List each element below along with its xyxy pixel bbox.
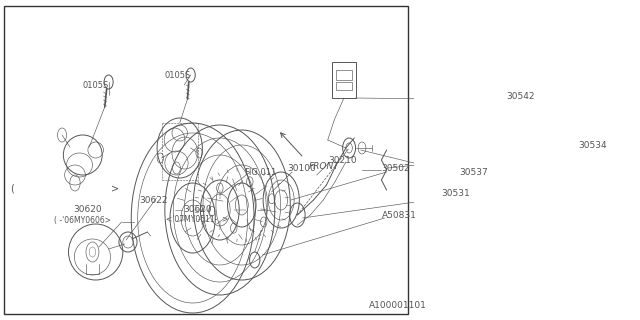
- Text: FRONT: FRONT: [309, 162, 340, 171]
- Text: 30100: 30100: [288, 164, 316, 172]
- Text: 30537: 30537: [459, 167, 488, 177]
- Text: (: (: [10, 183, 14, 193]
- Text: 0105S: 0105S: [164, 70, 191, 79]
- Text: 30622: 30622: [140, 196, 168, 204]
- Text: A50831: A50831: [381, 211, 416, 220]
- Text: 30534: 30534: [579, 140, 607, 149]
- Text: 30210: 30210: [328, 156, 357, 164]
- Text: FIG.011: FIG.011: [244, 167, 276, 177]
- Bar: [336, 70, 352, 80]
- Text: 0105S: 0105S: [83, 81, 109, 90]
- Text: 30531: 30531: [441, 189, 470, 198]
- Bar: [332, 62, 356, 98]
- Text: 30620: 30620: [73, 205, 102, 214]
- Bar: [336, 82, 352, 90]
- Text: 30502: 30502: [381, 164, 410, 172]
- Text: ( -'06MY0606>: ( -'06MY0606>: [54, 215, 111, 225]
- Text: <'07MY0511-  >: <'07MY0511- >: [166, 215, 228, 225]
- Text: >: >: [111, 183, 119, 193]
- Text: A100001101: A100001101: [369, 300, 426, 309]
- Text: 30542: 30542: [506, 92, 534, 100]
- Text: 30620: 30620: [183, 205, 211, 214]
